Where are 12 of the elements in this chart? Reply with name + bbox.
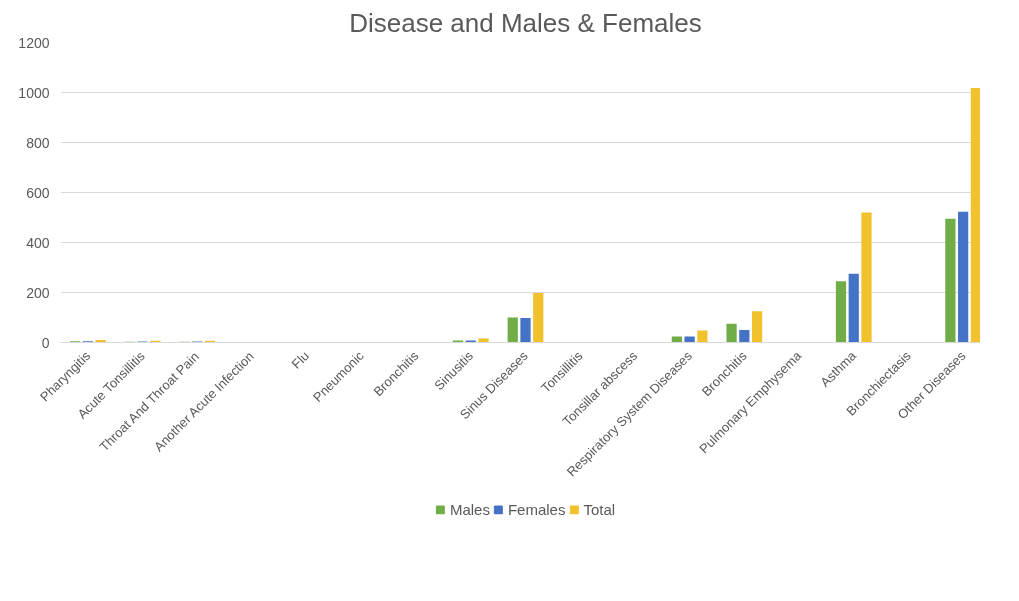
- y-tick-label: 800: [26, 134, 50, 151]
- y-tick-label: 400: [26, 234, 50, 251]
- y-tick-label: 0: [41, 334, 50, 351]
- legend-label: Males: [449, 500, 490, 518]
- y-tick-label: 1200: [18, 34, 50, 51]
- chart-title: Disease and Males & Females: [349, 7, 702, 38]
- y-tick-label: 1000: [18, 84, 50, 101]
- y-tick-label: 600: [26, 184, 50, 201]
- legend-label: Females: [507, 500, 566, 518]
- legend-label: Total: [583, 500, 616, 518]
- y-tick-label: 200: [26, 284, 50, 301]
- x-tick-label: Flu: [288, 348, 312, 372]
